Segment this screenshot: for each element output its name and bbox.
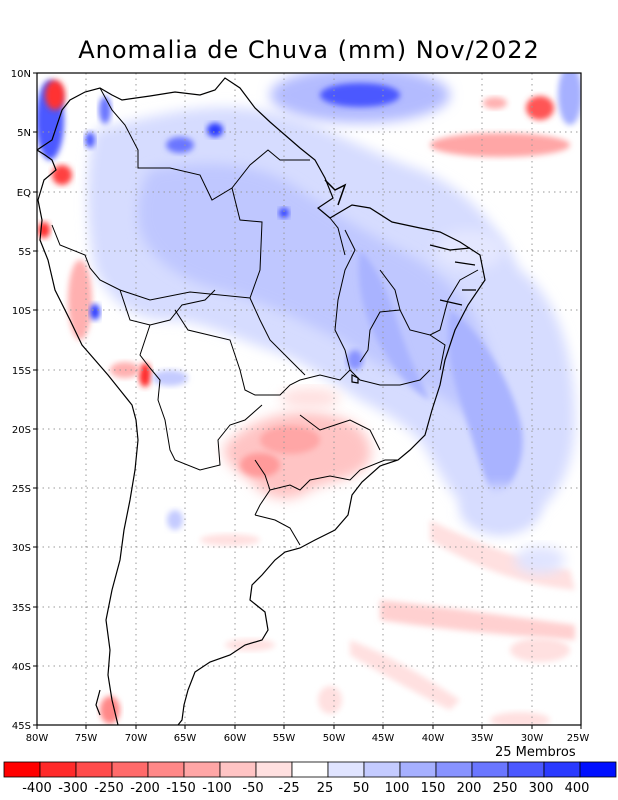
colorbar-label: -300 bbox=[58, 781, 88, 796]
colorbar-label: -100 bbox=[202, 781, 232, 796]
lon-label: 55W bbox=[273, 733, 296, 744]
colorbar-label: 200 bbox=[457, 781, 482, 796]
wet-anomaly-atlantic bbox=[448, 310, 523, 500]
colorbar-swatch bbox=[39, 761, 77, 778]
colorbar-swatch bbox=[435, 761, 473, 778]
colorbar-label: -150 bbox=[166, 781, 196, 796]
wet-cell-north-atlantic-core bbox=[320, 83, 400, 107]
colorbar-label: -25 bbox=[278, 781, 299, 796]
lat-label: 25S bbox=[12, 484, 31, 495]
lon-label: 45W bbox=[372, 733, 395, 744]
colorbar-label: 250 bbox=[493, 781, 518, 796]
lat-label: 15S bbox=[12, 366, 31, 377]
lat-label: 10S bbox=[12, 306, 31, 317]
lat-label: 30S bbox=[12, 543, 31, 554]
longitude-labels: 80W 75W 70W 65W 60W 55W 50W 45W 40W 35W … bbox=[26, 733, 590, 744]
colorbar-swatch bbox=[399, 761, 437, 778]
colorbar-swatch bbox=[75, 761, 113, 778]
colorbar-label: 300 bbox=[529, 781, 554, 796]
graticule bbox=[37, 73, 581, 725]
lat-label: 45S bbox=[12, 721, 31, 732]
lat-label: 40S bbox=[12, 662, 31, 673]
colorbar-swatch bbox=[111, 761, 149, 778]
colorbar-swatch bbox=[471, 761, 509, 778]
lat-label: EQ bbox=[17, 188, 31, 199]
colorbar-swatch bbox=[579, 761, 617, 778]
lon-label: 35W bbox=[471, 733, 494, 744]
colorbar-swatch bbox=[543, 761, 581, 778]
lat-label: 20S bbox=[12, 425, 31, 436]
colorbar-swatch bbox=[147, 761, 185, 778]
lat-label: 10N bbox=[11, 69, 31, 80]
country-borders bbox=[51, 87, 479, 546]
lon-label: 65W bbox=[174, 733, 197, 744]
lon-label: 25W bbox=[567, 733, 590, 744]
lon-label: 75W bbox=[75, 733, 98, 744]
wet-anomaly-coast bbox=[358, 250, 430, 400]
tick-marks bbox=[33, 72, 582, 729]
colorbar-label: 50 bbox=[353, 781, 370, 796]
colorbar-label: -50 bbox=[242, 781, 263, 796]
colorbar bbox=[3, 761, 617, 778]
anomaly-field bbox=[37, 73, 581, 725]
colorbar-swatch bbox=[507, 761, 545, 778]
dry-anomaly-paraguay bbox=[224, 411, 371, 499]
colorbar-label: -400 bbox=[22, 781, 52, 796]
lat-label: 35S bbox=[12, 603, 31, 614]
colorbar-label: 150 bbox=[421, 781, 446, 796]
colorbar-swatch bbox=[183, 761, 221, 778]
map-frame bbox=[36, 72, 582, 726]
coastlines bbox=[37, 77, 486, 725]
colorbar-swatch bbox=[363, 761, 401, 778]
lon-label: 70W bbox=[125, 733, 148, 744]
colorbar-swatch bbox=[327, 761, 365, 778]
colorbar-swatch bbox=[255, 761, 293, 778]
map-title: Anomalia de Chuva (mm) Nov/2022 bbox=[78, 36, 540, 64]
colorbar-swatch bbox=[291, 761, 329, 778]
colorbar-label: -250 bbox=[94, 781, 124, 796]
south-america-outline bbox=[37, 77, 486, 725]
colorbar-labels: -400 -300 -250 -200 -150 -100 -50 -25 25… bbox=[22, 781, 589, 796]
lon-label: 30W bbox=[521, 733, 544, 744]
latitude-labels: 10N 5N EQ 5S 10S 15S 20S 25S 30S 35S 40S… bbox=[11, 69, 31, 732]
colorbar-swatch bbox=[219, 761, 257, 778]
lat-label: 5S bbox=[18, 247, 31, 258]
lon-label: 80W bbox=[26, 733, 49, 744]
colorbar-label: -200 bbox=[130, 781, 160, 796]
lat-label: 5N bbox=[17, 128, 31, 139]
colorbar-label: 400 bbox=[565, 781, 590, 796]
colorbar-swatch bbox=[3, 761, 41, 778]
dry-band-atlantic bbox=[430, 133, 570, 157]
colorbar-label: 25 bbox=[317, 781, 334, 796]
colorbar-label: 100 bbox=[385, 781, 410, 796]
members-label: 25 Membros bbox=[495, 745, 576, 760]
lon-label: 50W bbox=[323, 733, 346, 744]
lon-label: 40W bbox=[422, 733, 445, 744]
lon-label: 60W bbox=[224, 733, 247, 744]
